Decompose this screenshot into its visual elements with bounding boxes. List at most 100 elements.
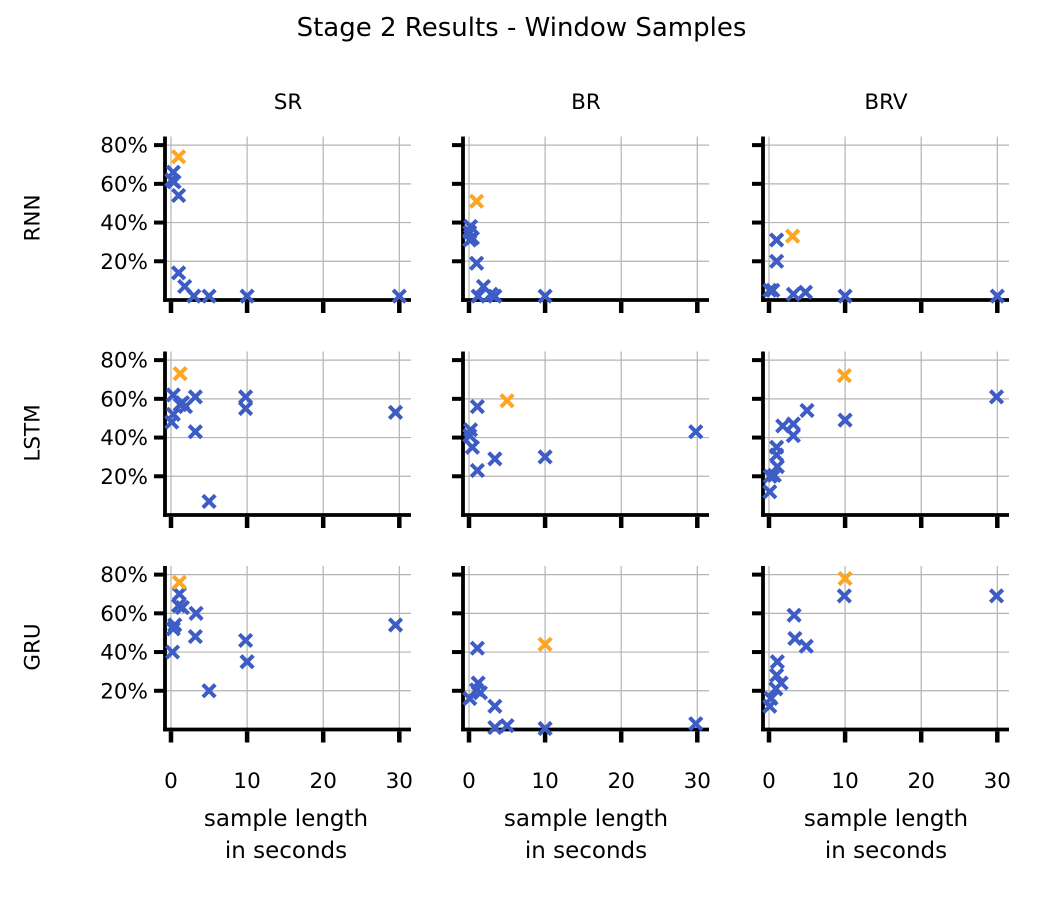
x-tick-label: 30	[984, 769, 1011, 794]
data-point-marker	[174, 599, 191, 616]
data-point-marker	[237, 389, 254, 405]
data-point-marker	[201, 288, 217, 304]
data-point-marker	[237, 400, 254, 417]
data-point-marker	[170, 187, 187, 204]
data-point-marker	[237, 632, 254, 649]
data-point-marker	[387, 617, 404, 633]
data-point-marker	[171, 574, 187, 590]
subplot-RNN-BR	[452, 136, 709, 313]
data-point-marker	[785, 428, 801, 444]
y-tick-label: 60%	[100, 387, 148, 412]
data-point-marker	[786, 607, 802, 623]
data-point-marker	[188, 605, 204, 621]
x-axis-label-line2: in seconds	[524, 838, 648, 864]
y-tick-label: 40%	[100, 641, 148, 666]
data-point-marker	[768, 681, 784, 697]
data-point-marker	[387, 404, 404, 421]
data-point-marker	[464, 439, 481, 455]
data-point-marker	[769, 654, 785, 670]
data-point-marker	[836, 367, 852, 384]
y-tick-label: 20%	[100, 679, 148, 704]
x-tick-label: 20	[608, 769, 635, 794]
data-point-marker	[799, 402, 815, 419]
x-tick-label: 10	[531, 769, 558, 794]
y-tick-label: 80%	[100, 563, 148, 588]
x-tick-label: 30	[684, 769, 711, 794]
data-point-marker	[201, 493, 217, 510]
x-tick-label: 20	[310, 769, 337, 794]
data-point-marker	[768, 667, 785, 683]
y-tick-label: 80%	[100, 134, 148, 159]
data-point-marker	[165, 621, 181, 637]
x-tick-label: 10	[831, 769, 858, 794]
column-title-brv: BRV	[864, 90, 908, 115]
x-tick-label: 20	[908, 769, 935, 794]
data-point-marker	[762, 698, 778, 714]
data-point-marker	[762, 468, 778, 484]
x-tick-label: 30	[386, 769, 413, 794]
data-point-marker	[469, 640, 485, 656]
data-point-marker	[472, 685, 489, 701]
data-point-marker	[391, 288, 407, 304]
data-point-marker	[537, 449, 553, 465]
data-point-marker	[239, 288, 255, 304]
data-point-marker	[787, 630, 803, 647]
data-point-marker	[537, 288, 553, 304]
data-point-marker	[797, 284, 814, 300]
data-point-marker	[187, 628, 203, 645]
subplot-RNN-BRV	[752, 136, 1009, 313]
y-tick-label: 40%	[100, 426, 148, 451]
data-point-marker	[164, 414, 180, 430]
subplot-GRU-BR: 0 10 20 30	[452, 566, 711, 794]
data-point-marker	[174, 395, 191, 411]
data-point-marker	[186, 288, 202, 304]
data-point-marker	[537, 720, 553, 737]
data-point-marker	[201, 683, 217, 699]
subplot-GRU-SR: 20% 40% 60% 80% 0 10 20 30	[100, 563, 413, 794]
x-tick-label: 10	[233, 769, 260, 794]
column-title-br: BR	[571, 90, 601, 115]
data-point-marker	[784, 228, 801, 244]
y-tick-label: 80%	[100, 349, 148, 374]
data-point-marker	[785, 416, 801, 432]
data-point-marker	[462, 428, 478, 444]
data-point-marker	[164, 644, 181, 660]
data-point-marker	[499, 393, 515, 409]
data-point-marker	[487, 451, 503, 467]
data-point-marker	[988, 588, 1005, 604]
data-point-marker	[499, 718, 515, 734]
x-tick-label: 0	[762, 769, 776, 794]
y-tick-label: 40%	[100, 211, 148, 236]
y-tick-label: 60%	[100, 172, 148, 197]
data-point-marker	[170, 265, 187, 281]
data-point-marker	[464, 230, 481, 246]
x-axis-label: sample length in seconds	[504, 803, 668, 867]
data-point-marker	[837, 288, 853, 304]
data-point-marker	[988, 389, 1005, 405]
column-title-sr: SR	[273, 90, 303, 115]
x-axis-label-line1: sample length	[203, 806, 369, 832]
data-point-marker	[468, 193, 485, 209]
data-point-marker	[768, 232, 785, 248]
data-point-marker	[765, 282, 781, 298]
subplot-LSTM-SR: 20% 40% 60% 80%	[100, 349, 411, 528]
data-point-marker	[785, 286, 801, 302]
data-point-marker	[537, 636, 553, 652]
data-point-marker	[798, 638, 814, 654]
data-point-marker	[768, 253, 785, 269]
data-point-marker	[166, 174, 182, 190]
data-point-marker	[469, 398, 485, 415]
subplot-LSTM-BRV	[752, 351, 1009, 528]
subplot-GRU-BRV: 0 10 20 30	[752, 566, 1011, 794]
x-tick-label: 0	[462, 769, 476, 794]
data-point-marker	[187, 424, 203, 440]
x-axis-label-line1: sample length	[503, 806, 669, 832]
x-axis-label: sample length in seconds	[204, 803, 368, 867]
subplot-RNN-SR: 20% 40% 60% 80%	[100, 134, 411, 313]
data-point-marker	[469, 462, 485, 479]
data-point-marker	[487, 719, 503, 736]
data-point-marker	[239, 654, 255, 670]
data-point-marker	[487, 288, 503, 304]
